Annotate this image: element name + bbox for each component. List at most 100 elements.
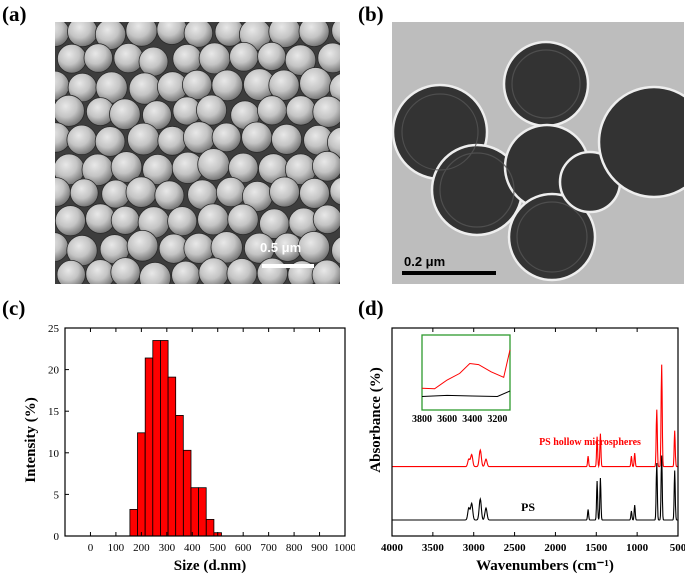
sem-sphere: [138, 46, 169, 77]
tem-micrograph: 0.2 μm: [392, 22, 684, 284]
chart-d-ylabel: Absorbance (%): [368, 367, 384, 472]
sem-sphere: [299, 177, 330, 209]
ftir-spectra-chart: Absorbance (%) Wavenumbers (cm⁻¹) PS hol…: [368, 327, 685, 574]
x-tick-label: 2000: [544, 542, 567, 554]
series-label: PS: [521, 500, 535, 514]
sem-sphere: [327, 126, 340, 158]
sem-sphere: [198, 257, 230, 284]
sem-spheres-image: [55, 22, 340, 284]
sem-sphere: [228, 152, 259, 184]
inset-tick-label: 3200: [487, 414, 507, 425]
y-tick-label: 10: [48, 448, 60, 460]
sem-sphere: [256, 95, 287, 126]
sem-sphere: [94, 22, 127, 50]
sem-scale-bar: [262, 264, 314, 268]
histogram-bar: [205, 518, 215, 537]
chart-c-xlabel: Size (d.nm): [174, 558, 247, 574]
sem-sphere: [110, 205, 140, 235]
sem-sphere: [55, 22, 70, 47]
x-tick-label: 3500: [422, 542, 445, 554]
chart-d-frame: [391, 327, 679, 537]
inset-tick-label: 3400: [462, 414, 482, 425]
sem-sphere: [128, 72, 161, 105]
spectrum-line: [392, 455, 678, 521]
sem-sphere: [268, 69, 300, 101]
sem-sphere: [110, 257, 141, 284]
panel-b-letter: (b): [358, 2, 384, 26]
sem-sphere: [125, 176, 158, 208]
sem-sphere: [56, 260, 86, 284]
sem-scale-label: 0.5 μm: [260, 240, 302, 255]
sem-sphere: [172, 43, 203, 74]
y-tick-label: 25: [48, 323, 60, 335]
inset-tick-label: 3800: [412, 414, 432, 425]
panel-a-letter: (a): [2, 2, 27, 26]
x-tick-label: 600: [235, 542, 252, 554]
size-distribution-chart: Intensity (%) Size (d.nm) 0 100 200 300 400 5…: [23, 323, 355, 574]
sem-sphere: [197, 148, 230, 181]
x-tick-label: 4000: [381, 542, 404, 554]
sem-sphere: [125, 22, 158, 47]
sem-sphere: [298, 22, 330, 47]
x-tick-label: 1000: [334, 542, 355, 554]
sem-sphere: [229, 41, 259, 72]
sem-sphere: [94, 126, 126, 157]
sem-sphere: [55, 94, 85, 127]
sem-sphere: [55, 232, 69, 263]
y-tick-label: 5: [54, 489, 60, 501]
sem-sphere: [157, 125, 188, 156]
chart-d-xlabel: Wavenumbers (cm⁻¹): [476, 558, 614, 574]
histogram-bar: [160, 340, 169, 537]
sem-sphere: [331, 236, 340, 265]
sem-sphere: [257, 41, 287, 72]
histogram-bar: [190, 487, 199, 537]
sem-sphere: [284, 44, 317, 76]
sem-sphere: [156, 22, 188, 45]
sem-micrograph: 0.5 μm: [55, 22, 340, 284]
inset-line: [421, 390, 511, 398]
x-tick-label: 1500: [585, 542, 608, 554]
sem-sphere: [215, 177, 247, 208]
x-tick-label: 200: [133, 542, 150, 554]
x-tick-label: 0: [88, 542, 94, 554]
panel-d-letter: (d): [358, 296, 384, 320]
sem-sphere: [69, 178, 99, 208]
sem-sphere: [126, 230, 159, 262]
sem-sphere: [210, 231, 243, 264]
sem-sphere: [56, 43, 87, 74]
sem-sphere: [85, 203, 116, 234]
sem-sphere: [55, 205, 86, 237]
x-tick-label: 900: [311, 542, 328, 554]
x-tick-label: 2500: [504, 542, 527, 554]
sem-sphere: [142, 100, 172, 131]
sem-sphere: [83, 43, 114, 73]
sem-sphere: [139, 261, 172, 284]
histogram-bar: [175, 415, 184, 537]
sem-sphere: [331, 22, 340, 45]
sem-sphere: [154, 180, 185, 211]
sem-sphere: [167, 206, 198, 237]
spectrum-line: [392, 364, 678, 469]
x-tick-label: 100: [108, 542, 125, 554]
sem-sphere: [67, 22, 98, 48]
sem-sphere: [329, 177, 340, 206]
x-tick-label: 500: [209, 542, 226, 554]
y-tick-label: 15: [48, 406, 60, 418]
sem-sphere: [312, 95, 340, 128]
sem-sphere: [197, 203, 230, 236]
histogram-bar: [129, 508, 138, 537]
sem-sphere: [312, 204, 340, 234]
sem-sphere: [101, 179, 131, 209]
x-tick-label: 1000: [626, 542, 649, 554]
histogram-bar: [167, 376, 177, 537]
sem-sphere: [329, 73, 340, 104]
sem-sphere: [171, 260, 201, 284]
sem-sphere: [183, 22, 214, 48]
sem-sphere: [211, 69, 244, 102]
sem-sphere: [195, 94, 227, 126]
sem-sphere: [113, 42, 144, 74]
sem-sphere: [256, 257, 288, 284]
sem-sphere: [299, 67, 333, 100]
sem-sphere: [198, 42, 231, 75]
sem-sphere: [227, 203, 259, 236]
